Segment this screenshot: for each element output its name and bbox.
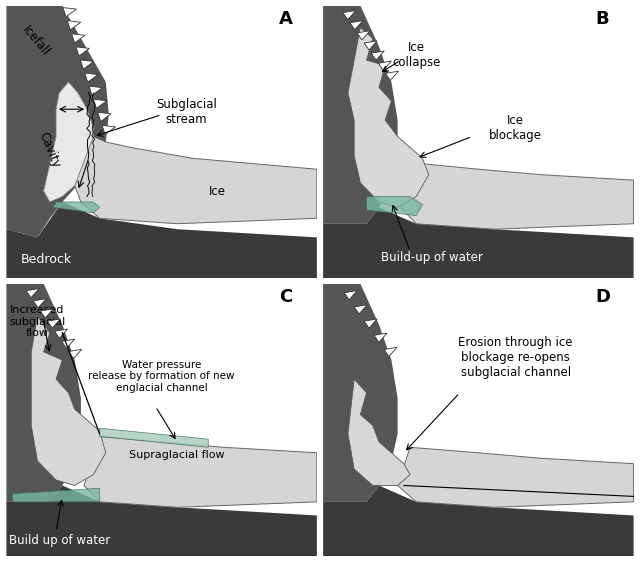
Polygon shape <box>6 6 109 237</box>
Polygon shape <box>33 298 46 308</box>
Polygon shape <box>323 486 634 556</box>
Text: D: D <box>595 288 610 306</box>
Text: C: C <box>279 288 292 306</box>
Text: Ice
collapse: Ice collapse <box>392 40 440 69</box>
Polygon shape <box>89 86 102 96</box>
Polygon shape <box>68 350 82 359</box>
Text: Increased
subglacial
flow: Increased subglacial flow <box>10 305 65 338</box>
Text: Supraglacial flow: Supraglacial flow <box>129 451 225 460</box>
Polygon shape <box>374 333 387 342</box>
Text: Icefall: Icefall <box>20 24 52 58</box>
Text: Bedrock: Bedrock <box>21 253 72 266</box>
Polygon shape <box>348 28 429 207</box>
Polygon shape <box>384 347 397 356</box>
Polygon shape <box>40 309 53 318</box>
Polygon shape <box>84 437 317 507</box>
Polygon shape <box>364 319 377 328</box>
Text: Erosion through ice
blockage re-opens
subglacial channel: Erosion through ice blockage re-opens su… <box>458 336 573 379</box>
Polygon shape <box>397 447 634 507</box>
Polygon shape <box>26 288 39 298</box>
Text: Build up of water: Build up of water <box>8 533 110 546</box>
Text: Subglacial
stream: Subglacial stream <box>156 98 217 126</box>
Polygon shape <box>81 60 94 69</box>
Polygon shape <box>364 41 377 50</box>
Polygon shape <box>63 7 76 17</box>
Text: Cavity: Cavity <box>36 130 63 170</box>
Polygon shape <box>100 428 208 447</box>
Text: Ice: Ice <box>209 184 226 197</box>
Polygon shape <box>47 319 60 328</box>
Polygon shape <box>401 164 634 229</box>
Polygon shape <box>348 379 410 486</box>
Polygon shape <box>53 202 100 213</box>
Polygon shape <box>102 125 115 134</box>
Polygon shape <box>6 202 317 278</box>
Polygon shape <box>6 486 317 556</box>
Polygon shape <box>344 291 357 300</box>
Polygon shape <box>323 6 397 224</box>
Polygon shape <box>61 339 75 348</box>
Text: B: B <box>596 10 609 28</box>
Polygon shape <box>93 99 107 108</box>
Polygon shape <box>354 305 367 314</box>
Polygon shape <box>350 21 363 30</box>
Polygon shape <box>31 316 106 486</box>
Text: A: A <box>279 10 292 28</box>
Polygon shape <box>76 47 90 56</box>
Polygon shape <box>54 329 68 338</box>
Polygon shape <box>378 61 391 70</box>
Polygon shape <box>98 112 111 121</box>
Text: Build-up of water: Build-up of water <box>381 251 483 264</box>
Polygon shape <box>84 73 98 82</box>
Text: Water pressure
release by formation of new
englacial channel: Water pressure release by formation of n… <box>88 360 235 393</box>
Polygon shape <box>72 34 85 43</box>
Polygon shape <box>67 21 81 30</box>
Polygon shape <box>323 207 634 278</box>
Text: Ice
blockage: Ice blockage <box>489 114 542 142</box>
Polygon shape <box>385 71 399 80</box>
Polygon shape <box>323 284 397 502</box>
Polygon shape <box>75 137 317 224</box>
Polygon shape <box>6 284 81 502</box>
Polygon shape <box>343 11 356 20</box>
Polygon shape <box>367 197 422 216</box>
Polygon shape <box>357 31 370 40</box>
Polygon shape <box>371 51 384 60</box>
Polygon shape <box>44 82 93 202</box>
Polygon shape <box>13 488 100 502</box>
